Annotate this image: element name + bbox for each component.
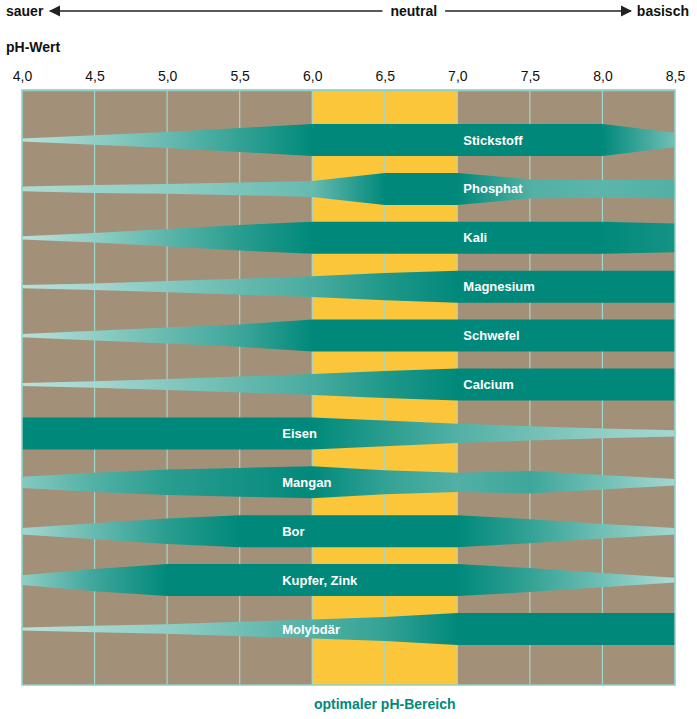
nutrient-band xyxy=(22,271,675,303)
nutrient-band xyxy=(22,320,675,352)
band-label: Bor xyxy=(282,524,304,539)
tick-label: 4,5 xyxy=(85,68,105,84)
tick-label: 6,0 xyxy=(303,68,323,84)
axis-line xyxy=(23,90,676,92)
nutrient-band xyxy=(22,369,675,401)
scale-label: sauer xyxy=(6,3,44,19)
tick: 7,5 xyxy=(521,68,541,90)
scale-label: basisch xyxy=(637,3,689,19)
tick: 8,5 xyxy=(666,68,686,90)
band-label: Stickstoff xyxy=(463,133,523,148)
tick: 4,0 xyxy=(13,68,33,90)
tick-label: 8,5 xyxy=(666,68,686,84)
axis-title: pH-Wert xyxy=(6,39,61,55)
band-label: Magnesium xyxy=(463,279,535,294)
tick-label: 7,5 xyxy=(521,68,541,84)
optimal-label: optimaler pH-Bereich xyxy=(314,696,456,712)
band-label: Kali xyxy=(463,230,487,245)
tick: 6,5 xyxy=(376,68,396,90)
nutrient-band xyxy=(22,222,675,254)
tick: 5,5 xyxy=(230,68,250,90)
band-label: Mangan xyxy=(282,475,331,490)
nutrient-band xyxy=(22,515,675,547)
chart: Stickstoff Phosphat Kali Magnesium Schwefel C… xyxy=(0,0,697,719)
band-label: Kupfer, Zink xyxy=(282,573,358,588)
scale-arrow xyxy=(445,10,631,12)
scale-arrow xyxy=(50,10,383,12)
band-label: Molybdär xyxy=(282,622,340,637)
nutrient-band xyxy=(22,564,675,596)
plot-frame xyxy=(22,90,675,685)
scale-label: neutral xyxy=(390,3,437,19)
tick-label: 4,0 xyxy=(13,68,33,84)
band-label: Calcium xyxy=(463,377,514,392)
x-axis: 4,0 4,5 5,0 5,5 6,0 6,5 7,0 7,5 8,0 8,5 xyxy=(13,68,686,91)
nutrient-band xyxy=(22,613,675,645)
tick-label: 5,5 xyxy=(230,68,250,84)
tick-label: 5,0 xyxy=(158,68,178,84)
tick: 5,0 xyxy=(158,68,178,90)
band-label: Eisen xyxy=(282,426,317,441)
tick: 7,0 xyxy=(448,68,468,90)
band-labels: Stickstoff Phosphat Kali Magnesium Schwefel C… xyxy=(282,133,535,637)
nutrient-band xyxy=(22,466,675,498)
plot-background xyxy=(22,90,675,685)
band-label: Phosphat xyxy=(463,181,523,196)
tick-label: 8,0 xyxy=(593,68,613,84)
tick: 8,0 xyxy=(593,68,613,90)
tick: 4,5 xyxy=(85,68,105,90)
tick-label: 7,0 xyxy=(448,68,468,84)
nutrient-band xyxy=(22,173,675,205)
nutrient-band xyxy=(22,417,675,449)
plot-area xyxy=(22,90,675,685)
nutrient-band xyxy=(22,124,675,156)
tick: 6,0 xyxy=(303,68,323,90)
band-label: Schwefel xyxy=(463,328,519,343)
tick-label: 6,5 xyxy=(376,68,396,84)
